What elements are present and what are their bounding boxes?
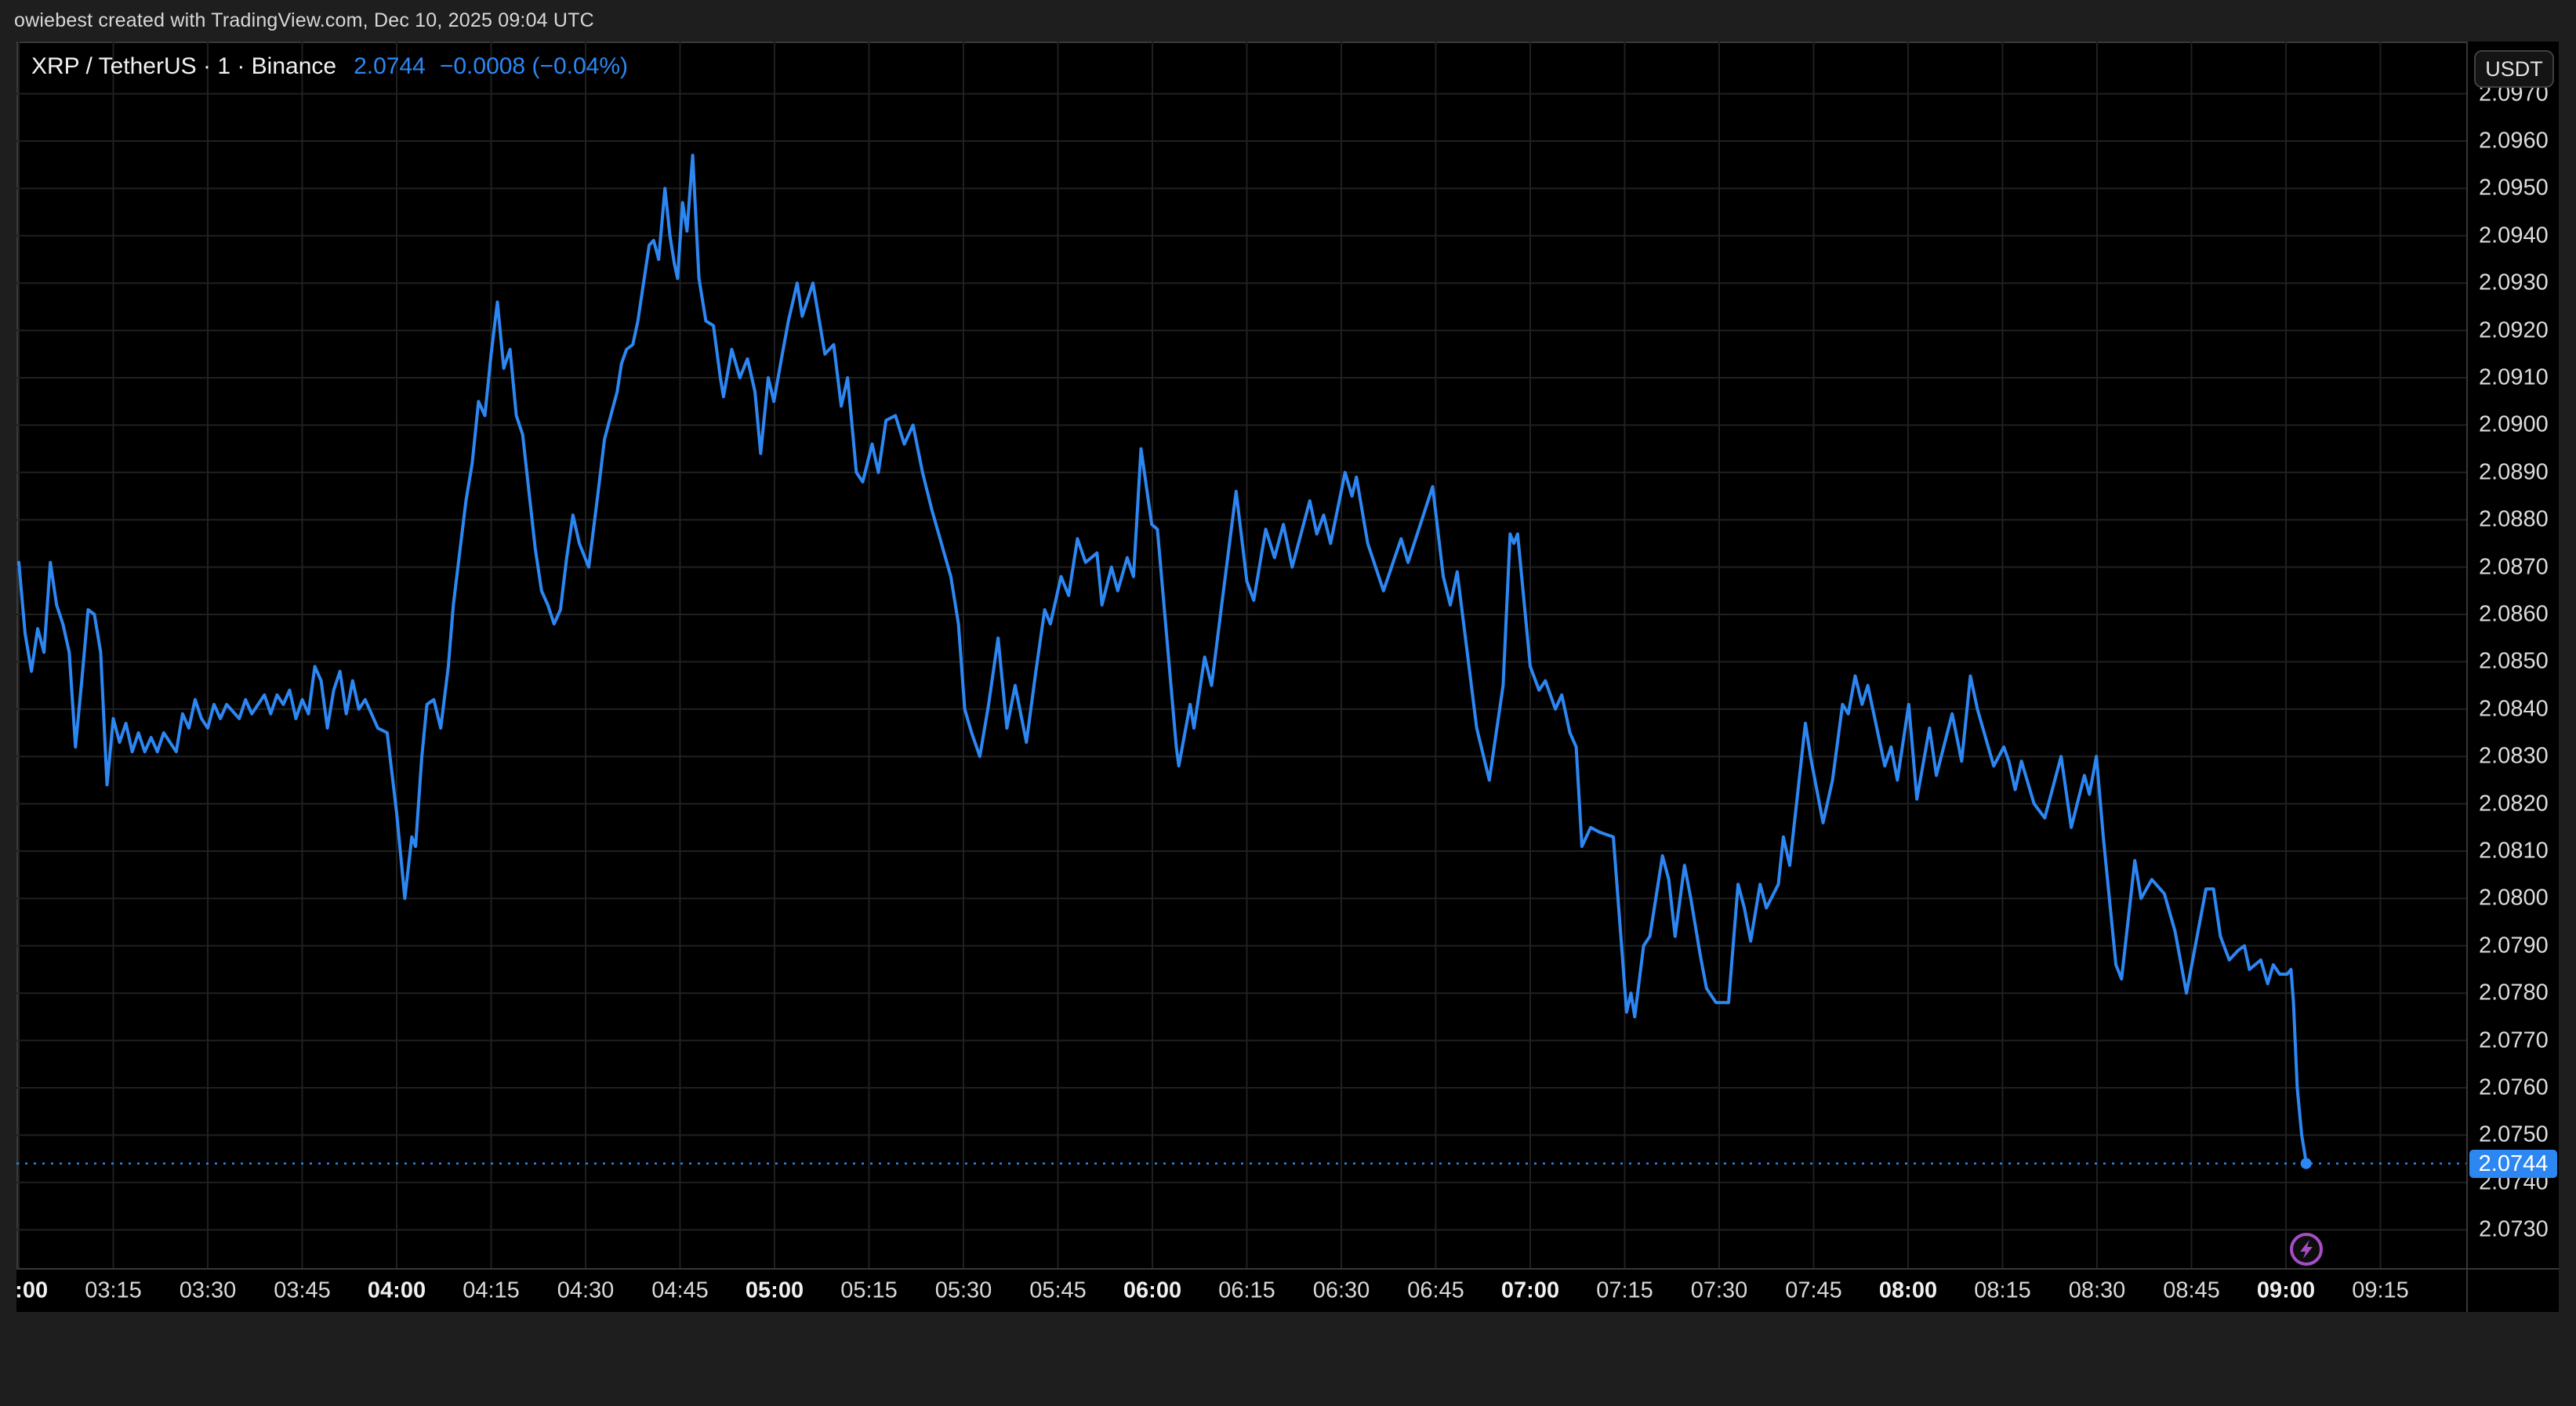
time-axis-separator bbox=[16, 1268, 2559, 1270]
time-tick: 07:30 bbox=[1690, 1277, 1748, 1303]
price-tick: 2.0880 bbox=[2479, 506, 2549, 532]
price-change-value: −0.0008 (−0.04%) bbox=[439, 53, 629, 79]
time-tick: 06:30 bbox=[1312, 1277, 1370, 1303]
last-price-value: 2.0744 bbox=[354, 53, 426, 79]
time-tick: 08:00 bbox=[1878, 1277, 1938, 1303]
time-tick: 03:00 bbox=[16, 1277, 49, 1303]
price-tick: 2.0940 bbox=[2479, 223, 2549, 248]
price-tick: 2.0730 bbox=[2479, 1216, 2549, 1242]
time-tick: 03:15 bbox=[85, 1277, 142, 1303]
time-tick: 05:30 bbox=[934, 1277, 992, 1303]
price-tick: 2.0870 bbox=[2479, 554, 2549, 580]
price-tick: 2.0840 bbox=[2479, 696, 2549, 722]
currency-toggle-button[interactable]: USDT bbox=[2474, 50, 2554, 88]
snapshot-caption: owiebest created with TradingView.com, D… bbox=[14, 9, 594, 31]
price-tick: 2.0930 bbox=[2479, 270, 2549, 295]
time-axis[interactable]: 03:00 03:15 03:30 03:45 04:00 04:15 04:30 04:45… bbox=[16, 1270, 2466, 1312]
price-tick: 2.0780 bbox=[2479, 980, 2549, 1006]
time-tick: 08:15 bbox=[1974, 1277, 2031, 1303]
time-tick: 07:00 bbox=[1500, 1277, 1560, 1303]
price-tick: 2.0890 bbox=[2479, 459, 2549, 485]
time-tick: 08:45 bbox=[2163, 1277, 2220, 1303]
price-tick: 2.0950 bbox=[2479, 175, 2549, 201]
price-tick: 2.0830 bbox=[2479, 743, 2549, 769]
time-tick: 03:30 bbox=[179, 1277, 237, 1303]
price-axis-separator bbox=[2466, 42, 2468, 1312]
price-tick: 2.0810 bbox=[2479, 838, 2549, 864]
footer-bar: TradingView bbox=[0, 1312, 2576, 1406]
time-tick: 05:15 bbox=[840, 1277, 898, 1303]
price-tick: 2.0920 bbox=[2479, 317, 2549, 343]
time-tick: 03:45 bbox=[274, 1277, 331, 1303]
time-tick: 07:45 bbox=[1785, 1277, 1842, 1303]
price-tick: 2.0910 bbox=[2479, 364, 2549, 390]
time-tick: 05:45 bbox=[1029, 1277, 1087, 1303]
time-tick: 04:15 bbox=[463, 1277, 520, 1303]
time-tick: 08:30 bbox=[2068, 1277, 2126, 1303]
time-tick: 06:00 bbox=[1123, 1277, 1182, 1303]
chart-legend: XRP / TetherUS · 1 · Binance 2.0744 −0.0… bbox=[31, 53, 628, 80]
chart-canvas[interactable] bbox=[16, 42, 2466, 1268]
time-tick: 04:00 bbox=[367, 1277, 426, 1303]
axis-corner bbox=[2468, 1270, 2559, 1312]
time-tick: 06:45 bbox=[1407, 1277, 1464, 1303]
price-tick: 2.0960 bbox=[2479, 128, 2549, 154]
last-price-tag: 2.0744 bbox=[2469, 1149, 2557, 1178]
price-tick: 2.0760 bbox=[2479, 1074, 2549, 1100]
symbol-title[interactable]: XRP / TetherUS · 1 · Binance bbox=[31, 53, 337, 79]
price-tick: 2.0820 bbox=[2479, 791, 2549, 817]
price-tick: 2.0770 bbox=[2479, 1027, 2549, 1053]
price-tick: 2.0860 bbox=[2479, 601, 2549, 627]
price-tick: 2.0800 bbox=[2479, 885, 2549, 911]
time-tick: 06:15 bbox=[1218, 1277, 1275, 1303]
time-tick: 05:00 bbox=[745, 1277, 804, 1303]
time-tick: 04:45 bbox=[651, 1277, 709, 1303]
price-axis[interactable]: 2.0970 2.0960 2.0950 2.0940 2.0930 2.0920 2.09… bbox=[2468, 42, 2559, 1268]
time-tick: 07:15 bbox=[1596, 1277, 1653, 1303]
lightning-icon[interactable] bbox=[2288, 1231, 2324, 1267]
time-tick: 09:00 bbox=[2256, 1277, 2316, 1303]
price-tick: 2.0900 bbox=[2479, 411, 2549, 437]
price-tick: 2.0790 bbox=[2479, 933, 2549, 958]
time-tick: 09:15 bbox=[2352, 1277, 2409, 1303]
price-tick: 2.0750 bbox=[2479, 1122, 2549, 1147]
time-tick: 04:30 bbox=[557, 1277, 615, 1303]
price-tick: 2.0850 bbox=[2479, 648, 2549, 674]
